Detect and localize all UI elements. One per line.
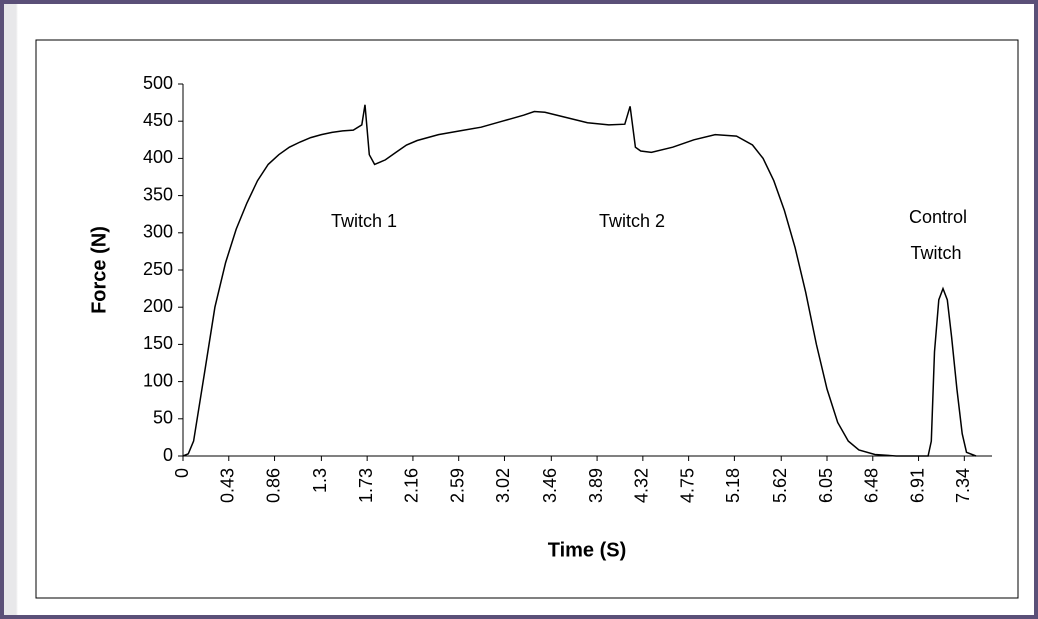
y-tick-label: 0 xyxy=(163,445,173,465)
x-tick-label: 1.73 xyxy=(356,468,376,503)
x-tick-label: 4.75 xyxy=(677,468,697,503)
x-tick-label: 6.91 xyxy=(907,468,927,503)
x-tick-label: 5.18 xyxy=(723,468,743,503)
x-tick-label: 0.43 xyxy=(218,468,238,503)
x-tick-label: 5.62 xyxy=(770,468,790,503)
y-tick-label: 400 xyxy=(143,147,173,167)
x-tick-label: 2.59 xyxy=(447,468,467,503)
data-line xyxy=(182,104,977,457)
x-tick-label: 4.32 xyxy=(632,468,652,503)
y-tick-label: 200 xyxy=(143,296,173,316)
x-tick-label: 1.3 xyxy=(310,468,330,493)
y-tick-label: 500 xyxy=(143,73,173,93)
x-axis-label: Time (S) xyxy=(548,539,627,561)
x-tick-label: 0 xyxy=(172,468,192,478)
x-tick-label: 0.86 xyxy=(263,468,283,503)
x-tick-label: 2.16 xyxy=(402,468,422,503)
annotation: Twitch xyxy=(910,243,961,263)
x-tick-label: 3.46 xyxy=(540,468,560,503)
x-tick-label: 6.48 xyxy=(862,468,882,503)
y-tick-label: 150 xyxy=(143,333,173,353)
x-tick-label: 3.02 xyxy=(493,468,513,503)
y-tick-label: 450 xyxy=(143,110,173,130)
x-tick-label: 3.89 xyxy=(586,468,606,503)
y-tick-label: 300 xyxy=(143,222,173,242)
y-tick-label: 250 xyxy=(143,259,173,279)
x-tick-label: 7.34 xyxy=(953,468,973,503)
x-tick-label: 6.05 xyxy=(816,468,836,503)
annotation: Twitch 1 xyxy=(331,211,397,231)
annotation: Twitch 2 xyxy=(599,211,665,231)
y-axis-label: Force (N) xyxy=(88,226,110,314)
y-tick-label: 100 xyxy=(143,370,173,390)
y-tick-label: 350 xyxy=(143,184,173,204)
y-tick-label: 50 xyxy=(153,408,173,428)
annotation: Control xyxy=(909,207,967,227)
chart-area xyxy=(35,39,1019,599)
